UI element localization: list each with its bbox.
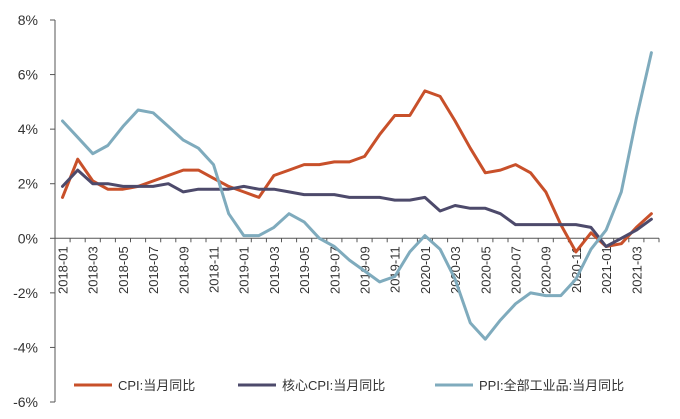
y-tick-label: -2%	[13, 285, 38, 301]
x-tick-label: 2019-01	[237, 246, 252, 294]
y-tick-label: 8%	[18, 12, 38, 28]
y-tick-label: 6%	[18, 67, 38, 83]
legend-item-2: 核心CPI:当月同比	[238, 378, 385, 393]
legend-label: CPI:当月同比	[118, 378, 195, 393]
x-tick-label: 2019-11	[388, 246, 403, 293]
x-tick-label: 2018-05	[116, 246, 131, 294]
x-tick-label: 2019-03	[267, 246, 282, 294]
x-tick-label: 2020-07	[509, 246, 524, 294]
x-tick-label: 2021-01	[599, 246, 614, 294]
x-tick-label: 2018-03	[86, 246, 101, 294]
y-tick-label: 0%	[18, 230, 38, 246]
x-tick-label: 2020-01	[418, 246, 433, 294]
x-tick-label: 2018-01	[56, 246, 71, 294]
axes	[50, 19, 660, 403]
y-tick-label: 2%	[18, 176, 38, 192]
series-line-1	[61, 89, 653, 254]
y-tick-label: -4%	[13, 339, 38, 355]
x-tick-label: 2018-09	[176, 246, 191, 294]
x-tick-label: 2018-07	[146, 246, 161, 294]
x-tick-label: 2018-11	[207, 246, 222, 293]
series-line-3	[61, 51, 653, 341]
series-line-2	[61, 168, 653, 248]
legend-label: PPI:全部工业品:当月同比	[479, 378, 624, 393]
x-tick-label: 2019-07	[327, 246, 342, 294]
x-tick-label: 2019-05	[297, 246, 312, 294]
y-tick-label: 4%	[18, 121, 38, 137]
x-tick-label: 2020-09	[539, 246, 554, 294]
x-tick-label: 2020-05	[478, 246, 493, 294]
x-tick-label: 2020-03	[448, 246, 463, 294]
x-tick-label: 2021-03	[629, 246, 644, 294]
legend-item-3: PPI:全部工业品:当月同比	[435, 378, 624, 393]
x-axis-tick-labels: 2018-01 2018-03 2018-05 2018-07 2018-09 2018-…	[56, 246, 645, 294]
legend-item-1: CPI:当月同比	[74, 378, 195, 393]
series-lines	[61, 51, 653, 341]
legend-label: 核心CPI:当月同比	[282, 378, 385, 393]
y-tick-label: -6%	[13, 394, 38, 410]
y-axis-tick-labels: -6% -4% -2% 0% 2% 4% 6% 8%	[13, 12, 38, 410]
legend: CPI:当月同比 核心CPI:当月同比 PPI:全部工业品:当月同比	[74, 378, 624, 393]
